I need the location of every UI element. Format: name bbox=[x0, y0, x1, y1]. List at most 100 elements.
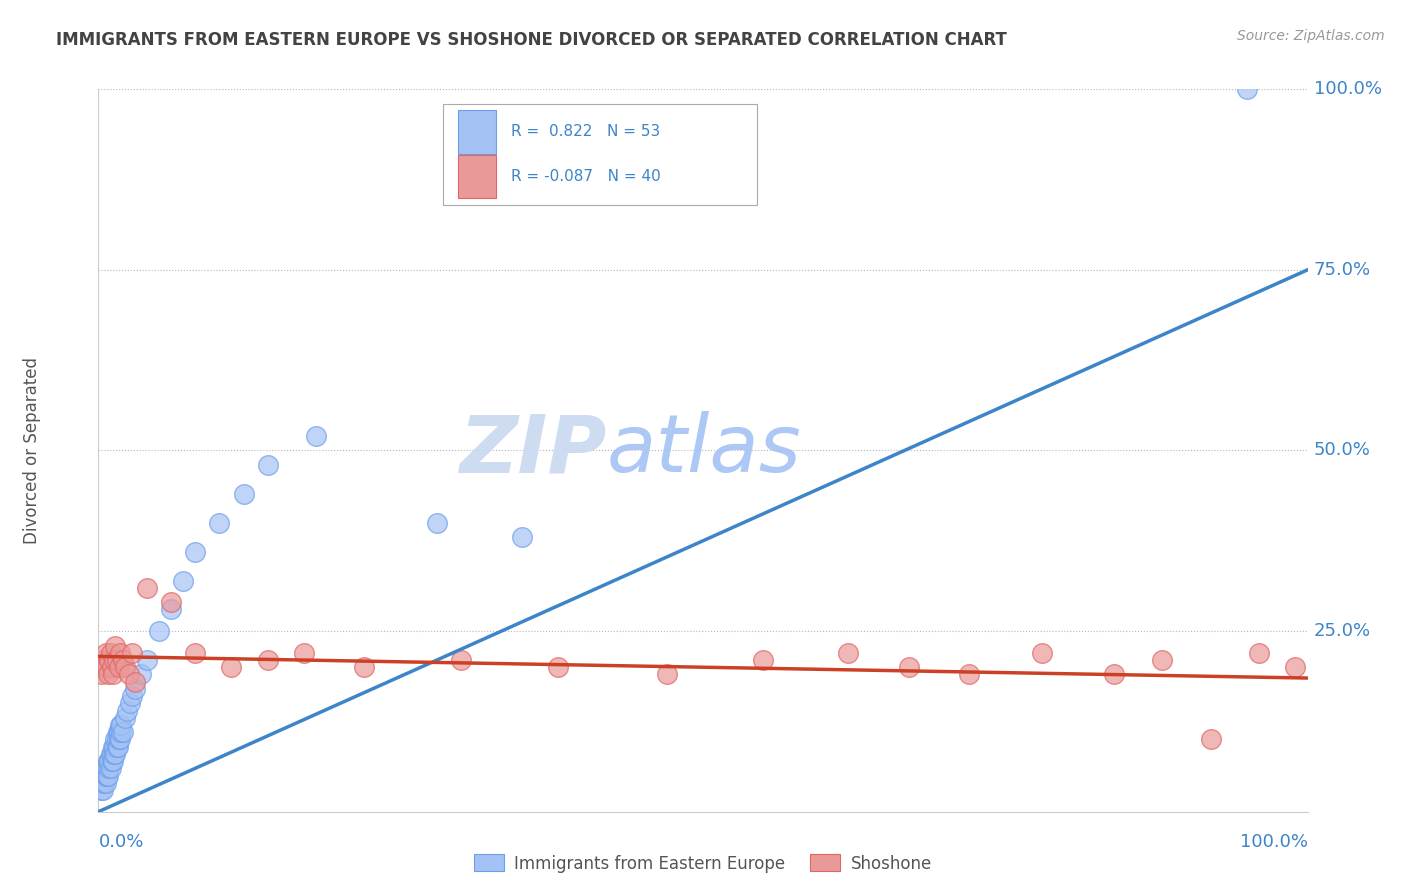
Point bbox=[547, 660, 569, 674]
Point bbox=[104, 732, 127, 747]
Point bbox=[1284, 660, 1306, 674]
Point bbox=[100, 660, 122, 674]
Point bbox=[93, 761, 115, 775]
Point bbox=[135, 653, 157, 667]
Text: ZIP: ZIP bbox=[458, 411, 606, 490]
Point bbox=[450, 653, 472, 667]
Point bbox=[104, 747, 127, 761]
Point bbox=[97, 769, 120, 783]
Point bbox=[221, 660, 243, 674]
Text: R = -0.087   N = 40: R = -0.087 N = 40 bbox=[510, 169, 661, 184]
Point bbox=[305, 429, 328, 443]
Point bbox=[97, 667, 120, 681]
Point bbox=[510, 530, 533, 544]
Point bbox=[91, 653, 114, 667]
Point bbox=[426, 516, 449, 530]
Point bbox=[121, 646, 143, 660]
Point bbox=[91, 769, 114, 783]
Point bbox=[98, 653, 121, 667]
Point bbox=[353, 660, 375, 674]
Point bbox=[184, 646, 207, 660]
Point bbox=[91, 776, 114, 790]
Point bbox=[104, 639, 127, 653]
Point bbox=[108, 660, 131, 674]
Point bbox=[101, 667, 124, 681]
Point bbox=[108, 718, 131, 732]
Point bbox=[1102, 667, 1125, 681]
Point bbox=[160, 595, 183, 609]
Point bbox=[1199, 732, 1222, 747]
Point bbox=[256, 458, 278, 472]
Point bbox=[129, 667, 152, 681]
Point bbox=[118, 667, 141, 681]
Point bbox=[957, 667, 980, 681]
Text: 75.0%: 75.0% bbox=[1313, 260, 1371, 279]
Point bbox=[108, 732, 131, 747]
Text: 100.0%: 100.0% bbox=[1240, 833, 1308, 851]
Point bbox=[90, 783, 112, 797]
Point bbox=[114, 711, 136, 725]
Point bbox=[91, 783, 114, 797]
Point bbox=[148, 624, 170, 639]
Text: atlas: atlas bbox=[606, 411, 801, 490]
Point bbox=[292, 646, 315, 660]
Point bbox=[101, 754, 124, 768]
Point bbox=[837, 646, 859, 660]
Text: 50.0%: 50.0% bbox=[1313, 442, 1371, 459]
Point bbox=[108, 646, 131, 660]
Point bbox=[1031, 646, 1053, 660]
Text: 0.0%: 0.0% bbox=[98, 833, 143, 851]
Point bbox=[103, 653, 125, 667]
Point bbox=[94, 646, 117, 660]
Point bbox=[103, 747, 125, 761]
Point bbox=[100, 761, 122, 775]
Point bbox=[232, 487, 254, 501]
Point bbox=[100, 747, 122, 761]
Point bbox=[124, 674, 146, 689]
Point bbox=[93, 660, 115, 674]
Point bbox=[897, 660, 920, 674]
Point bbox=[100, 754, 122, 768]
Point bbox=[90, 667, 112, 681]
Point bbox=[98, 761, 121, 775]
Point bbox=[184, 544, 207, 558]
Point bbox=[110, 718, 132, 732]
Point bbox=[121, 689, 143, 703]
Point bbox=[107, 739, 129, 754]
Point bbox=[100, 747, 122, 761]
Point bbox=[111, 653, 134, 667]
Point bbox=[117, 704, 139, 718]
Point bbox=[96, 769, 118, 783]
Text: Source: ZipAtlas.com: Source: ZipAtlas.com bbox=[1237, 29, 1385, 43]
Point bbox=[1249, 646, 1271, 660]
Point bbox=[114, 660, 136, 674]
Point bbox=[160, 602, 183, 616]
Point bbox=[97, 754, 120, 768]
Point bbox=[208, 516, 231, 530]
Point bbox=[655, 667, 678, 681]
Point bbox=[111, 725, 134, 739]
Text: IMMIGRANTS FROM EASTERN EUROPE VS SHOSHONE DIVORCED OR SEPARATED CORRELATION CHA: IMMIGRANTS FROM EASTERN EUROPE VS SHOSHO… bbox=[56, 31, 1007, 49]
Point bbox=[105, 653, 128, 667]
Point bbox=[256, 653, 278, 667]
Point bbox=[135, 581, 157, 595]
Point bbox=[105, 739, 128, 754]
Point bbox=[94, 769, 117, 783]
FancyBboxPatch shape bbox=[443, 103, 758, 205]
Point bbox=[108, 725, 131, 739]
Point bbox=[101, 739, 124, 754]
Legend: Immigrants from Eastern Europe, Shoshone: Immigrants from Eastern Europe, Shoshone bbox=[468, 847, 938, 880]
FancyBboxPatch shape bbox=[457, 155, 496, 198]
Point bbox=[110, 725, 132, 739]
FancyBboxPatch shape bbox=[457, 111, 496, 153]
Point bbox=[1152, 653, 1174, 667]
Point bbox=[105, 732, 128, 747]
Point bbox=[118, 696, 141, 710]
Point bbox=[124, 681, 146, 696]
Point bbox=[103, 739, 125, 754]
Point bbox=[96, 761, 118, 775]
Point bbox=[752, 653, 775, 667]
Point bbox=[98, 754, 121, 768]
Point bbox=[94, 776, 117, 790]
Point bbox=[1236, 82, 1258, 96]
